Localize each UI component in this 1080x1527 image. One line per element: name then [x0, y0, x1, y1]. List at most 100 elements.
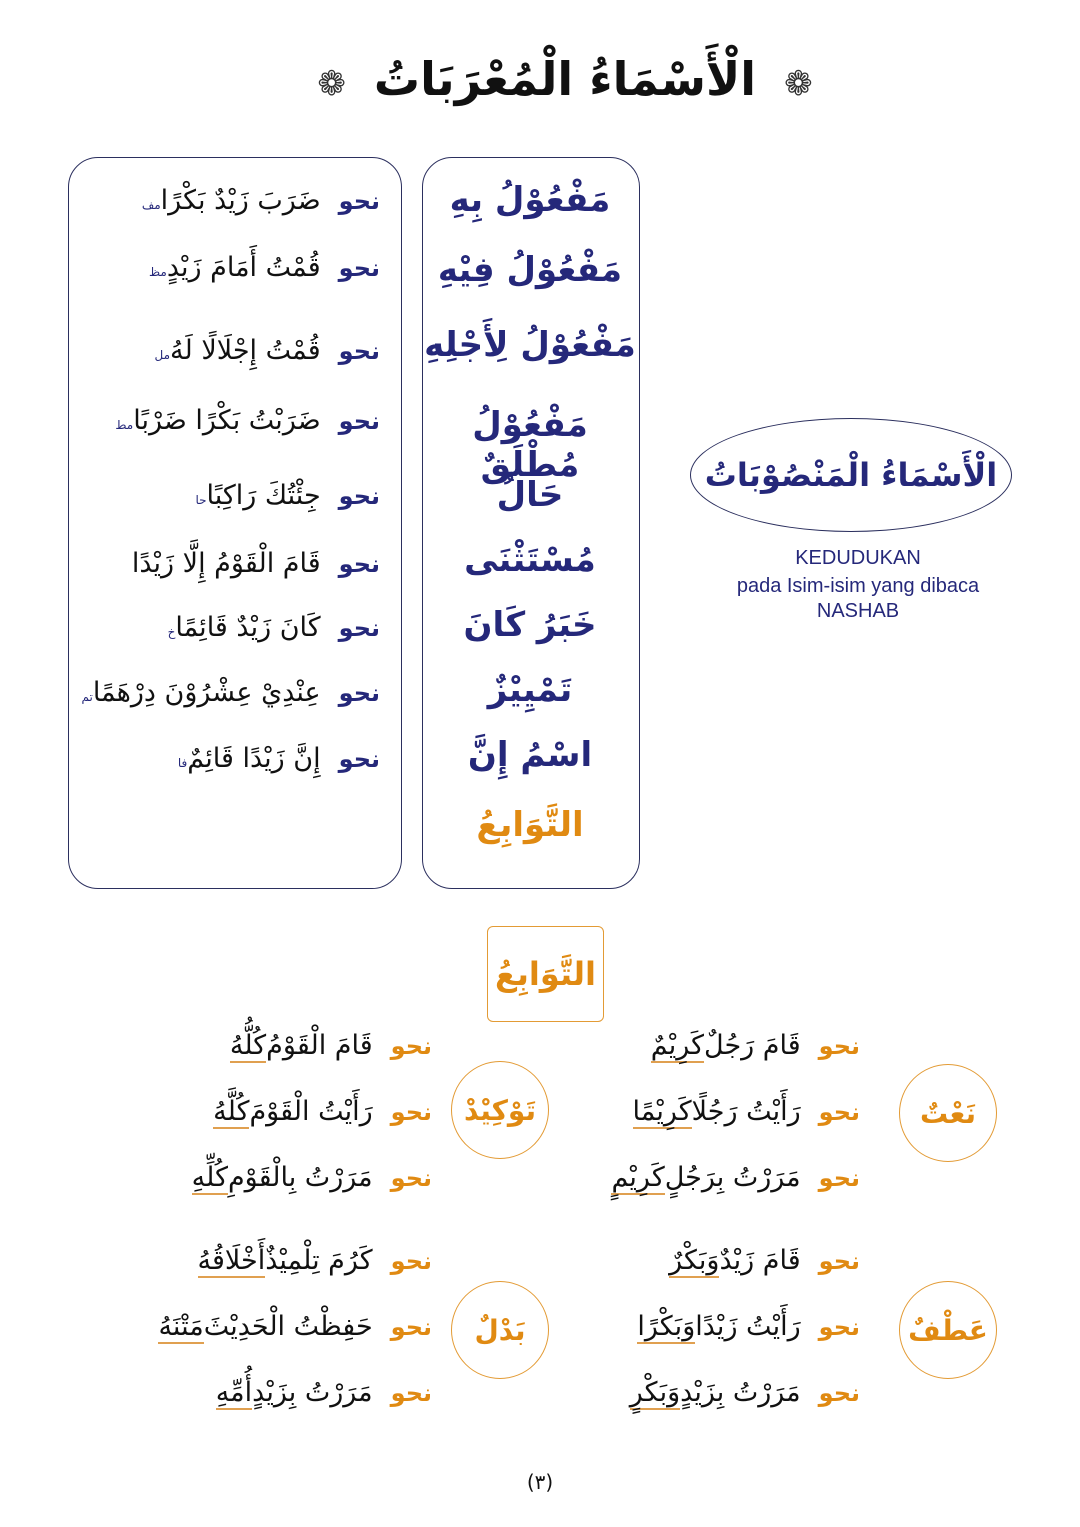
example-text: رَأَيْتُ رَجُلًا	[691, 1096, 801, 1127]
nahw-label: نحو	[818, 1164, 860, 1192]
category-item: خَبَرُ كَانَ	[463, 605, 597, 645]
example-row: نحو ضَرَبَ زَيْدٌ بَكْرًا مف	[80, 185, 380, 216]
tawabi-example-row: نحو مَرَرْتُ بِزَيْدٍ وَبَكْرٍ	[629, 1377, 860, 1410]
example-text: مَرَرْتُ بِزَيْدٍ	[252, 1377, 373, 1408]
examples-box	[68, 157, 402, 889]
example-text: عِنْدِيْ عِشْرُوْنَ دِرْهَمًا	[92, 677, 321, 708]
caption-line-1: KEDUDUKAN	[795, 547, 921, 569]
example-text: مَرَرْتُ بِالْقَوْمِ	[227, 1162, 373, 1193]
example-text: قَامَ رَجُلٌ	[704, 1030, 801, 1061]
tawabi-circle: نَعْتٌ	[899, 1064, 997, 1162]
grammar-tag: مل	[154, 348, 171, 362]
grammar-tag: تم	[81, 690, 93, 704]
underlined-word: كُلِّهِ	[191, 1162, 228, 1195]
grammar-tag: مف	[141, 198, 161, 212]
category-item: مَفْعُوْلُ بِهِ	[449, 180, 611, 220]
example-row: نحو قُمْتُ أَمَامَ زَيْدٍ مظ	[80, 252, 380, 283]
nahw-label: نحو	[390, 1032, 432, 1060]
nahw-label: نحو	[338, 407, 380, 435]
nahw-label: نحو	[390, 1164, 432, 1192]
heading-ellipse: الْأَسْمَاءُ الْمَنْصُوْبَاتُ	[690, 418, 1012, 532]
tawabi-example-row: نحو حَفِظْتُ الْحَدِيْثَ مَتْنَهُ	[158, 1311, 432, 1344]
tawabi-example-row: نحو قَامَ الْقَوْمُ كُلُّهُ	[229, 1030, 432, 1063]
example-text: كَرُمَ تِلْمِيْذٌ	[265, 1245, 373, 1276]
title-text: الْأَسْمَاءُ الْمُعْرَبَاتُ	[373, 52, 757, 106]
category-item: مَفْعُوْلُ مُطْلَقٌ	[472, 405, 588, 485]
category-item: التَّوَابِعُ	[476, 805, 584, 845]
example-text: رَأَيْتُ الْقَوْمَ	[249, 1096, 373, 1127]
tawabi-example-row: نحو رَأَيْتُ زَيْدًا وَبَكْرًا	[637, 1311, 860, 1344]
example-text: إِنَّ زَيْدًا قَائِمٌ	[187, 743, 321, 774]
example-row: نحو ضَرَبْتُ بَكْرًا ضَرْبًا مط	[80, 405, 380, 436]
nahw-label: نحو	[818, 1247, 860, 1275]
nahw-label: نحو	[390, 1313, 432, 1341]
nahw-label: نحو	[818, 1032, 860, 1060]
tawabi-example-row: نحو قَامَ رَجُلٌ كَرِيْمٌ	[650, 1030, 860, 1063]
grammar-tag: فا	[177, 756, 188, 770]
grammar-tag: حا	[195, 493, 207, 507]
nahw-label: نحو	[338, 679, 380, 707]
page-number: (٣)	[526, 1470, 554, 1494]
nahw-label: نحو	[338, 337, 380, 365]
example-text: ضَرَبْتُ بَكْرًا ضَرْبًا	[133, 405, 321, 436]
tawabi-circle: عَطْفٌ	[899, 1281, 997, 1379]
nahw-label: نحو	[818, 1313, 860, 1341]
tawabi-example-row: نحو مَرَرْتُ بِالْقَوْمِ كُلِّهِ	[191, 1162, 432, 1195]
category-item: مَفْعُوْلُ فِيْهِ	[437, 250, 623, 290]
tawabi-circle: تَوْكِيْدْ	[451, 1061, 549, 1159]
underlined-word: وَبَكْرٌ	[669, 1245, 720, 1278]
nahw-label: نحو	[390, 1098, 432, 1126]
page-title: ❁ الْأَسْمَاءُ الْمُعْرَبَاتُ ❁	[0, 52, 1080, 106]
example-text: قَامَ زَيْدٌ	[719, 1245, 801, 1276]
nahw-label: نحو	[390, 1247, 432, 1275]
example-text: كَانَ زَيْدٌ قَائِمًا	[175, 612, 321, 643]
tawabi-example-row: نحو كَرُمَ تِلْمِيْذٌ أَخْلَاقُهُ	[197, 1245, 432, 1278]
caption-line-2: pada Isim-isim yang dibaca	[736, 575, 980, 597]
nahw-label: نحو	[338, 550, 380, 578]
flower-ornament-icon: ❁	[317, 64, 346, 104]
example-text: قَامَ الْقَوْمُ	[266, 1030, 373, 1061]
example-text: رَأَيْتُ زَيْدًا	[695, 1311, 801, 1342]
category-item: مَفْعُوْلُ لِأَجْلِهِ	[424, 325, 636, 365]
example-row: نحو كَانَ زَيْدٌ قَائِمًا خ	[80, 612, 380, 643]
tawabi-example-row: نحو مَرَرْتُ بِزَيْدٍ أُمِّهِ	[215, 1377, 432, 1410]
example-text: حَفِظْتُ الْحَدِيْثَ	[203, 1311, 373, 1342]
category-item: تَمْيِيْزٌ	[487, 670, 573, 710]
grammar-tag: مظ	[148, 265, 167, 279]
underlined-word: وَبَكْرٍ	[629, 1377, 681, 1410]
example-text: قُمْتُ أَمَامَ زَيْدٍ	[166, 252, 321, 283]
underlined-word: كُلُّهُ	[229, 1030, 267, 1063]
caption-line-3: NASHAB	[816, 600, 900, 622]
underlined-word: كَرِيْمًا	[632, 1096, 692, 1129]
tawabi-example-row: نحو قَامَ زَيْدٌ وَبَكْرٌ	[669, 1245, 860, 1278]
example-text: قُمْتُ إِجْلَالًا لَهُ	[170, 335, 321, 366]
category-item: اسْمُ إِنَّ	[467, 735, 593, 775]
nahw-label: نحو	[818, 1379, 860, 1407]
flower-ornament-icon: ❁	[784, 64, 813, 104]
example-row: نحو عِنْدِيْ عِشْرُوْنَ دِرْهَمًا تم	[80, 677, 380, 708]
underlined-word: أُمِّهِ	[215, 1377, 253, 1410]
example-text: جِئْتُكَ رَاكِبًا	[206, 480, 321, 511]
underlined-word: مَتْنَهُ	[158, 1311, 204, 1344]
grammar-tag: مط	[115, 418, 134, 432]
underlined-word: وَبَكْرًا	[637, 1311, 696, 1344]
example-text: مَرَرْتُ بِزَيْدٍ	[680, 1377, 801, 1408]
underlined-word: كَرِيْمٍ	[611, 1162, 665, 1195]
nahw-label: نحو	[390, 1379, 432, 1407]
category-item: حَالُ	[496, 475, 564, 515]
example-text: ضَرَبَ زَيْدٌ بَكْرًا	[160, 185, 321, 216]
tawabi-example-row: نحو رَأَيْتُ رَجُلًا كَرِيْمًا	[632, 1096, 860, 1129]
nahw-label: نحو	[338, 254, 380, 282]
grammar-tag: خ	[167, 625, 176, 639]
underlined-word: كُلَّهُ	[213, 1096, 250, 1129]
example-text: قَامَ الْقَوْمُ إِلَّا زَيْدًا	[131, 548, 321, 579]
example-row: نحو قَامَ الْقَوْمُ إِلَّا زَيْدًا	[80, 548, 380, 579]
tawabi-example-row: نحو رَأَيْتُ الْقَوْمَ كُلَّهُ	[213, 1096, 432, 1129]
category-item: مُسْتَثْنَى	[464, 540, 596, 580]
nahw-label: نحو	[338, 187, 380, 215]
underlined-word: أَخْلَاقُهُ	[197, 1245, 266, 1278]
nahw-label: نحو	[338, 614, 380, 642]
categories-box	[422, 157, 640, 889]
nahw-label: نحو	[818, 1098, 860, 1126]
tawabi-circle: بَدْلٌ	[451, 1281, 549, 1379]
